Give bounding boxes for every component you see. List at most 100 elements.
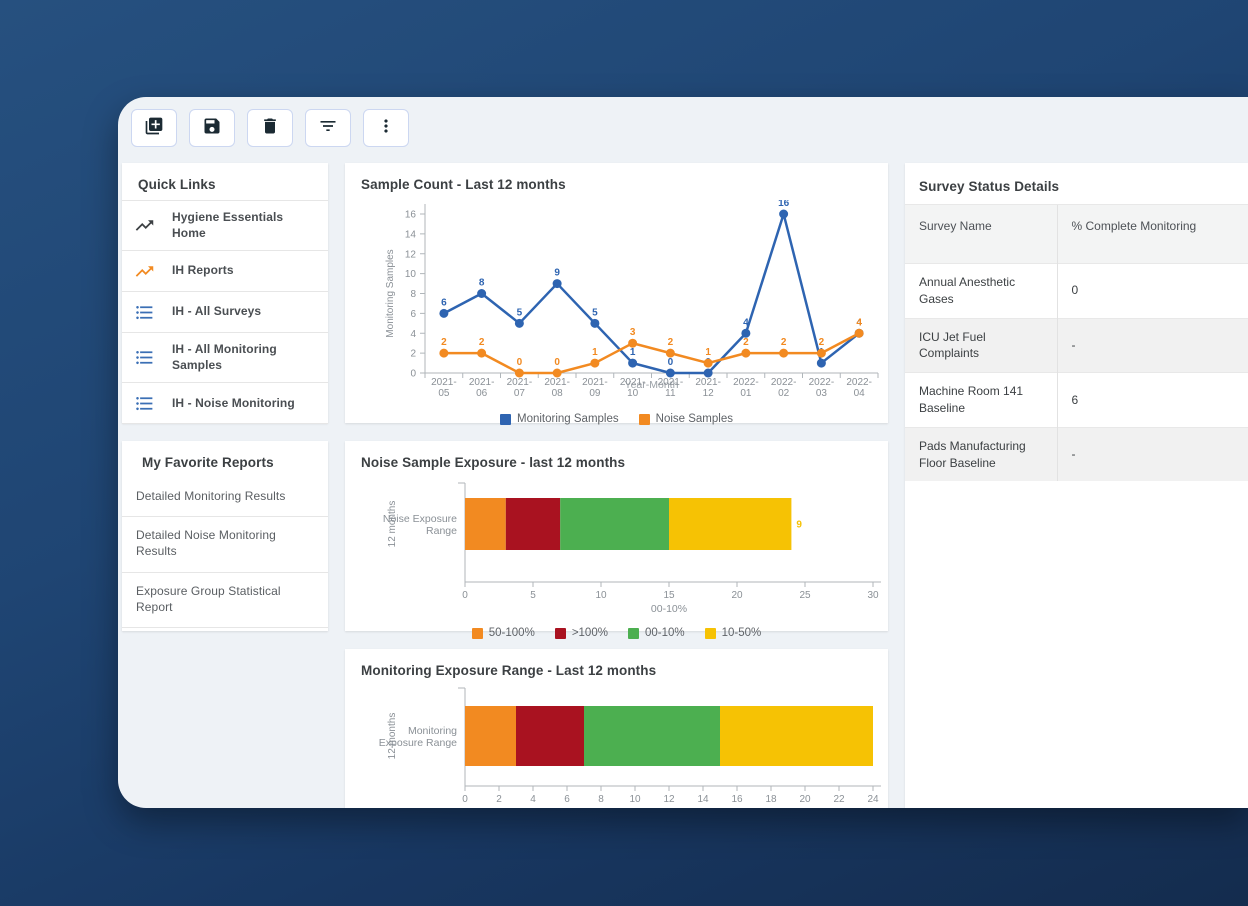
library-add-icon	[144, 116, 164, 141]
svg-text:22: 22	[833, 794, 845, 805]
svg-text:2021-05: 2021-05	[431, 377, 457, 399]
column-header-survey-name[interactable]: Survey Name	[905, 204, 1057, 264]
svg-text:12 months: 12 months	[387, 713, 398, 760]
table-row[interactable]: ICU Jet Fuel Complaints -	[905, 318, 1248, 373]
save-button[interactable]	[189, 109, 235, 147]
svg-text:5: 5	[530, 590, 536, 601]
svg-text:12 months: 12 months	[387, 501, 398, 548]
monitoring-exposure-chart-card: Monitoring Exposure Range - Last 12 mont…	[345, 649, 888, 808]
svg-text:0: 0	[554, 357, 560, 368]
svg-text:2022-01: 2022-01	[733, 377, 759, 399]
divider	[122, 423, 328, 425]
svg-text:30: 30	[867, 590, 879, 601]
svg-text:8: 8	[479, 278, 485, 289]
svg-text:12: 12	[663, 794, 675, 805]
filter-button[interactable]	[305, 109, 351, 147]
legend-label: 50-100%	[488, 627, 535, 639]
dashboard-card: Quick Links Hygiene Essentials Home IH R…	[118, 97, 1248, 808]
table-cell: 0	[1056, 263, 1248, 319]
table-row[interactable]: Machine Room 141 Baseline 6	[905, 372, 1248, 428]
sidebar-item-ih-all-surveys[interactable]: IH - All Surveys	[122, 291, 328, 332]
svg-text:2022-04: 2022-04	[846, 377, 872, 399]
svg-text:14: 14	[697, 794, 709, 805]
svg-text:4: 4	[856, 317, 862, 328]
sample-count-chart-card: Sample Count - Last 12 months Year-Month…	[345, 163, 888, 425]
table-cell: -	[1056, 318, 1248, 373]
svg-text:9: 9	[796, 520, 802, 531]
sidebar-item-ih-reports[interactable]: IH Reports	[122, 250, 328, 291]
sidebar-item-ih-all-monitoring-samples[interactable]: IH - All Monitoring Samples	[122, 332, 328, 382]
svg-text:20: 20	[731, 590, 743, 601]
survey-status-panel: Survey Status Details Survey Name % Comp…	[905, 163, 1248, 808]
svg-text:2021-06: 2021-06	[469, 377, 495, 399]
svg-text:3: 3	[630, 327, 636, 338]
svg-text:8: 8	[410, 289, 416, 300]
favorite-report-item[interactable]: Exposure Group Statistical Report	[122, 573, 328, 628]
more-options-button[interactable]	[363, 109, 409, 147]
favorite-reports-title: My Favorite Reports	[142, 455, 274, 470]
svg-text:14: 14	[405, 229, 417, 240]
legend-item[interactable]: 10-50%	[704, 627, 761, 639]
svg-text:00-10%: 00-10%	[651, 603, 687, 615]
legend-item[interactable]: Monitoring Samples	[500, 413, 619, 425]
column-header-percent-complete[interactable]: % Complete Monitoring	[1056, 204, 1248, 264]
svg-text:6: 6	[564, 794, 570, 805]
legend-label: 00-10%	[644, 627, 685, 639]
table-cell: Machine Room 141 Baseline	[919, 384, 1024, 415]
svg-text:2: 2	[410, 349, 416, 360]
legend-item[interactable]: 50-100%	[471, 627, 535, 639]
table-row[interactable]: Pads Manufacturing Floor Baseline -	[905, 427, 1248, 482]
trending-up-icon	[134, 260, 156, 282]
legend-swatch	[627, 627, 639, 639]
add-new-button[interactable]	[131, 109, 177, 147]
svg-text:20: 20	[799, 794, 811, 805]
svg-text:2021-07: 2021-07	[507, 377, 533, 399]
svg-text:2021-12: 2021-12	[695, 377, 721, 399]
list-icon	[134, 301, 156, 323]
svg-text:18: 18	[765, 794, 777, 805]
legend-swatch	[638, 413, 650, 425]
svg-text:16: 16	[731, 794, 743, 805]
svg-text:16: 16	[778, 200, 790, 209]
favorite-report-item[interactable]: Detailed Noise Monitoring Results	[122, 517, 328, 573]
svg-text:2: 2	[781, 337, 787, 348]
sidebar-item-ih-noise-monitoring[interactable]: IH - Noise Monitoring	[122, 382, 328, 423]
trending-up-icon	[134, 215, 156, 237]
legend-swatch	[554, 627, 566, 639]
favorite-report-item[interactable]: Detailed Monitoring Results	[122, 478, 328, 518]
svg-text:4: 4	[530, 794, 536, 805]
svg-text:9: 9	[554, 268, 560, 279]
more-vert-icon	[376, 116, 396, 141]
legend-swatch	[704, 627, 716, 639]
legend-item[interactable]: Noise Samples	[638, 413, 733, 425]
svg-text:10: 10	[595, 590, 607, 601]
legend-label: Noise Samples	[655, 413, 733, 425]
svg-text:24: 24	[867, 794, 879, 805]
table-cell: 6	[1056, 372, 1248, 428]
delete-button[interactable]	[247, 109, 293, 147]
survey-status-table: Survey Name % Complete Monitoring Annual…	[905, 204, 1248, 482]
svg-text:2021-10: 2021-10	[620, 377, 646, 399]
legend-swatch	[500, 413, 511, 425]
save-icon	[202, 116, 222, 141]
table-row[interactable]: Annual Anesthetic Gases 0	[905, 263, 1248, 319]
svg-text:Monitoring Samples: Monitoring Samples	[385, 249, 396, 337]
svg-text:2: 2	[496, 794, 502, 805]
legend-item[interactable]: 00-10%	[627, 627, 685, 639]
svg-text:1: 1	[630, 347, 636, 358]
svg-text:0: 0	[517, 357, 523, 368]
svg-text:15: 15	[663, 590, 675, 601]
sidebar-item-hygiene-essentials-home[interactable]: Hygiene Essentials Home	[122, 200, 328, 250]
legend-item[interactable]: >100%	[554, 627, 608, 639]
svg-text:2021-08: 2021-08	[544, 377, 570, 399]
svg-text:Year-Month: Year-Month	[625, 379, 679, 391]
svg-text:10: 10	[629, 794, 641, 805]
svg-text:1: 1	[592, 347, 598, 358]
table-cell: Pads Manufacturing Floor Baseline	[905, 427, 1057, 482]
svg-text:0: 0	[462, 794, 468, 805]
filter-list-icon	[318, 116, 338, 141]
svg-text:10: 10	[405, 269, 417, 280]
quick-links-panel: Quick Links Hygiene Essentials Home IH R…	[122, 163, 328, 425]
